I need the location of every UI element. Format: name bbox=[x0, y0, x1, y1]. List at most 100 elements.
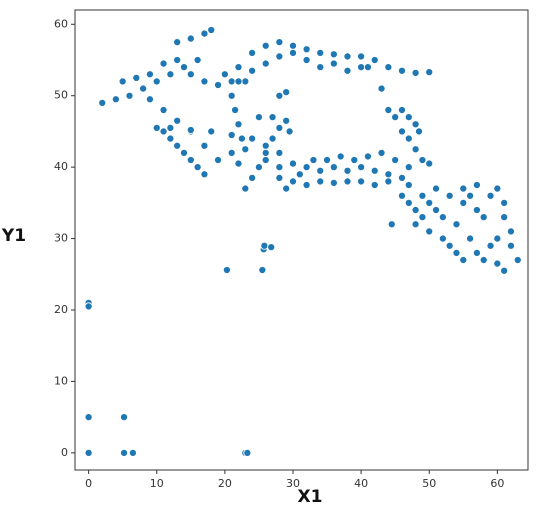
point bbox=[186, 70, 195, 79]
point bbox=[493, 259, 502, 268]
point bbox=[241, 77, 250, 86]
point bbox=[329, 163, 338, 172]
point bbox=[377, 148, 386, 157]
point bbox=[418, 191, 427, 200]
point bbox=[329, 178, 338, 187]
point bbox=[466, 234, 475, 243]
point bbox=[227, 130, 236, 140]
point bbox=[452, 220, 461, 229]
point bbox=[506, 241, 516, 250]
x-tick-label: 40 bbox=[354, 477, 368, 490]
point bbox=[275, 52, 284, 61]
point bbox=[282, 88, 291, 97]
point bbox=[479, 213, 488, 222]
point bbox=[193, 163, 202, 172]
point bbox=[384, 105, 393, 115]
point bbox=[214, 80, 223, 90]
point bbox=[466, 191, 475, 200]
point bbox=[302, 180, 311, 190]
point bbox=[145, 95, 154, 104]
point bbox=[234, 77, 243, 86]
point bbox=[179, 63, 189, 72]
point bbox=[119, 413, 129, 422]
x-tick-label: 60 bbox=[490, 477, 504, 490]
point bbox=[438, 213, 447, 222]
point bbox=[445, 241, 454, 250]
point bbox=[500, 266, 509, 275]
point bbox=[391, 155, 400, 165]
point bbox=[234, 159, 243, 168]
point bbox=[254, 113, 263, 122]
point bbox=[248, 66, 257, 75]
point bbox=[472, 205, 481, 215]
point bbox=[418, 213, 427, 222]
point bbox=[343, 66, 352, 75]
point bbox=[84, 448, 93, 457]
point bbox=[243, 448, 252, 457]
point bbox=[445, 191, 454, 200]
point bbox=[397, 105, 407, 115]
point bbox=[316, 63, 325, 72]
point bbox=[254, 163, 263, 172]
point bbox=[384, 170, 393, 179]
point bbox=[288, 177, 298, 186]
point bbox=[152, 77, 161, 86]
point bbox=[234, 120, 243, 129]
point bbox=[200, 141, 209, 150]
x-tick-label: 0 bbox=[85, 477, 92, 490]
point bbox=[363, 152, 372, 161]
point bbox=[329, 59, 338, 68]
point bbox=[411, 220, 420, 229]
point bbox=[111, 95, 120, 104]
point bbox=[222, 265, 231, 275]
point bbox=[275, 91, 284, 100]
point bbox=[309, 155, 318, 165]
x-tick-label: 20 bbox=[218, 477, 232, 490]
point bbox=[397, 191, 407, 200]
point bbox=[397, 66, 407, 75]
point bbox=[479, 255, 488, 265]
x-tick-label: 10 bbox=[150, 477, 164, 490]
point bbox=[316, 177, 325, 186]
point bbox=[411, 205, 420, 215]
point bbox=[261, 41, 270, 50]
point bbox=[186, 125, 195, 135]
point bbox=[295, 170, 304, 179]
point bbox=[186, 34, 195, 43]
point bbox=[173, 141, 182, 150]
point bbox=[357, 177, 366, 186]
point bbox=[145, 70, 154, 79]
point bbox=[500, 213, 509, 222]
point bbox=[267, 243, 276, 252]
point bbox=[207, 25, 216, 35]
point bbox=[363, 63, 372, 72]
point bbox=[370, 55, 379, 65]
point bbox=[513, 255, 522, 265]
point bbox=[288, 159, 298, 168]
point bbox=[268, 113, 277, 122]
point bbox=[418, 155, 427, 165]
point bbox=[397, 127, 407, 136]
point bbox=[486, 191, 495, 200]
point bbox=[132, 73, 141, 82]
point bbox=[459, 198, 468, 207]
point bbox=[411, 68, 420, 77]
point bbox=[506, 227, 516, 236]
point bbox=[275, 163, 284, 172]
point bbox=[241, 184, 250, 193]
y-tick-label: 30 bbox=[54, 232, 68, 245]
y-tick-label: 50 bbox=[54, 89, 68, 102]
point bbox=[397, 173, 407, 182]
point bbox=[425, 198, 434, 207]
point bbox=[248, 48, 257, 57]
point bbox=[316, 48, 325, 57]
point bbox=[248, 134, 257, 143]
point bbox=[193, 55, 202, 65]
point bbox=[261, 148, 270, 157]
point bbox=[179, 148, 189, 157]
point bbox=[343, 166, 352, 175]
point bbox=[159, 105, 168, 115]
point bbox=[261, 141, 270, 150]
point bbox=[329, 50, 338, 59]
